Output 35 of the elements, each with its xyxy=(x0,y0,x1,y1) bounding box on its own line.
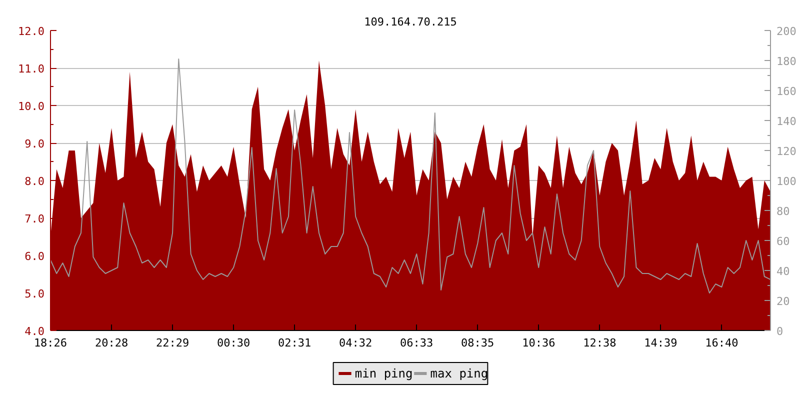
y2-tick-label: 80 xyxy=(776,205,790,218)
y-tick-label: 4.0 xyxy=(24,325,45,338)
chart-title: 109.164.70.215 xyxy=(364,16,457,28)
x-tick-label: 16:40 xyxy=(705,336,738,350)
y-tick-label: 5.0 xyxy=(24,288,45,300)
y-tick-label: 8.0 xyxy=(24,175,45,188)
x-tick-label: 22:29 xyxy=(156,336,190,350)
legend-label: max ping xyxy=(430,366,488,380)
y-tick-label: 7.0 xyxy=(24,212,45,226)
x-tick-label: 02:31 xyxy=(278,336,312,350)
y2-tick-label: 180 xyxy=(776,55,796,68)
y2-tick-label: 60 xyxy=(776,235,790,248)
y2-tick-label: 140 xyxy=(776,115,796,128)
y2-tick-label: 120 xyxy=(776,145,796,158)
x-tick-label: 00:30 xyxy=(216,336,250,350)
y2-tick-label: 200 xyxy=(776,25,796,38)
y-tick-label: 12.0 xyxy=(18,25,45,38)
legend-label: min ping xyxy=(354,366,413,380)
x-tick-label: 08:35 xyxy=(461,336,494,350)
x-tick-label: 06:33 xyxy=(400,336,434,350)
y2-tick-label: 100 xyxy=(776,175,796,188)
y-tick-label: 9.0 xyxy=(24,138,45,150)
x-tick-label: 18:26 xyxy=(34,336,68,350)
y2-tick-label: 160 xyxy=(776,85,796,98)
x-tick-label: 14:39 xyxy=(644,336,678,350)
x-tick-label: 12:38 xyxy=(583,336,616,350)
y-tick-label: 6.0 xyxy=(24,250,45,263)
x-tick-label: 10:36 xyxy=(522,336,556,350)
x-tick-label: 04:32 xyxy=(339,336,372,350)
y-tick-label: 11.0 xyxy=(18,62,45,76)
y2-tick-label: 20 xyxy=(776,295,790,308)
x-tick-label: 20:28 xyxy=(94,336,128,350)
y-tick-label: 10.0 xyxy=(18,100,45,113)
y2-tick-label: 0 xyxy=(776,325,784,338)
y2-tick-label: 40 xyxy=(776,265,790,278)
